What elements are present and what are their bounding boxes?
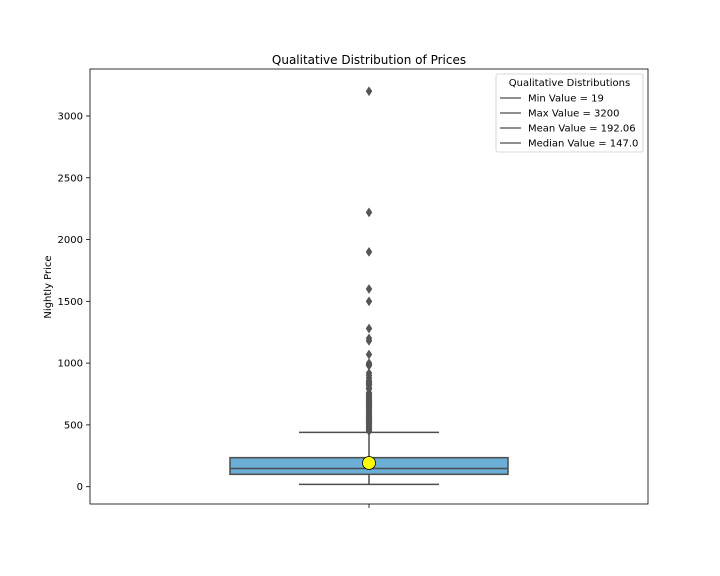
outlier-point (365, 296, 373, 307)
legend-box (495, 73, 644, 153)
legend-title: Qualitative Distributions (509, 78, 630, 89)
outlier-point (365, 349, 373, 360)
y-axis-label: Nightly Price (43, 255, 54, 318)
y-tick-label-4: 2000 (58, 235, 83, 246)
y-tick-label-6: 3000 (58, 111, 83, 122)
legend-entry-1: Max Value = 3200 (528, 109, 620, 120)
y-tick-label-2: 1000 (58, 359, 83, 370)
outlier-point (365, 207, 373, 218)
legend-entry-3: Median Value = 147.0 (528, 139, 638, 150)
legend-entry-2: Mean Value = 192.06 (528, 124, 636, 135)
y-tick-label-0: 0 (77, 482, 83, 493)
y-tick-label-1: 500 (64, 420, 83, 431)
outlier-point (365, 323, 373, 334)
y-tick-label-3: 1500 (58, 297, 83, 308)
legend-entry-0: Min Value = 19 (528, 94, 604, 105)
legend-entries: Min Value = 19 Max Value = 3200 Mean Value… (500, 94, 638, 150)
outlier-point (365, 246, 373, 257)
outlier-point (365, 335, 373, 346)
outlier-point (365, 86, 373, 97)
mean-marker (362, 456, 376, 470)
outlier-point (365, 284, 373, 294)
outliers (365, 86, 373, 437)
y-tick-label-5: 2500 (58, 173, 83, 184)
legend: Qualitative Distributions Min Value = 19… (495, 73, 644, 153)
y-axis: 0 500 1000 1500 2000 2500 3000 (58, 111, 90, 493)
outlier-point (365, 426, 373, 437)
chart-title: Qualitative Distribution of Prices (272, 53, 466, 67)
box-plot (229, 431, 509, 486)
